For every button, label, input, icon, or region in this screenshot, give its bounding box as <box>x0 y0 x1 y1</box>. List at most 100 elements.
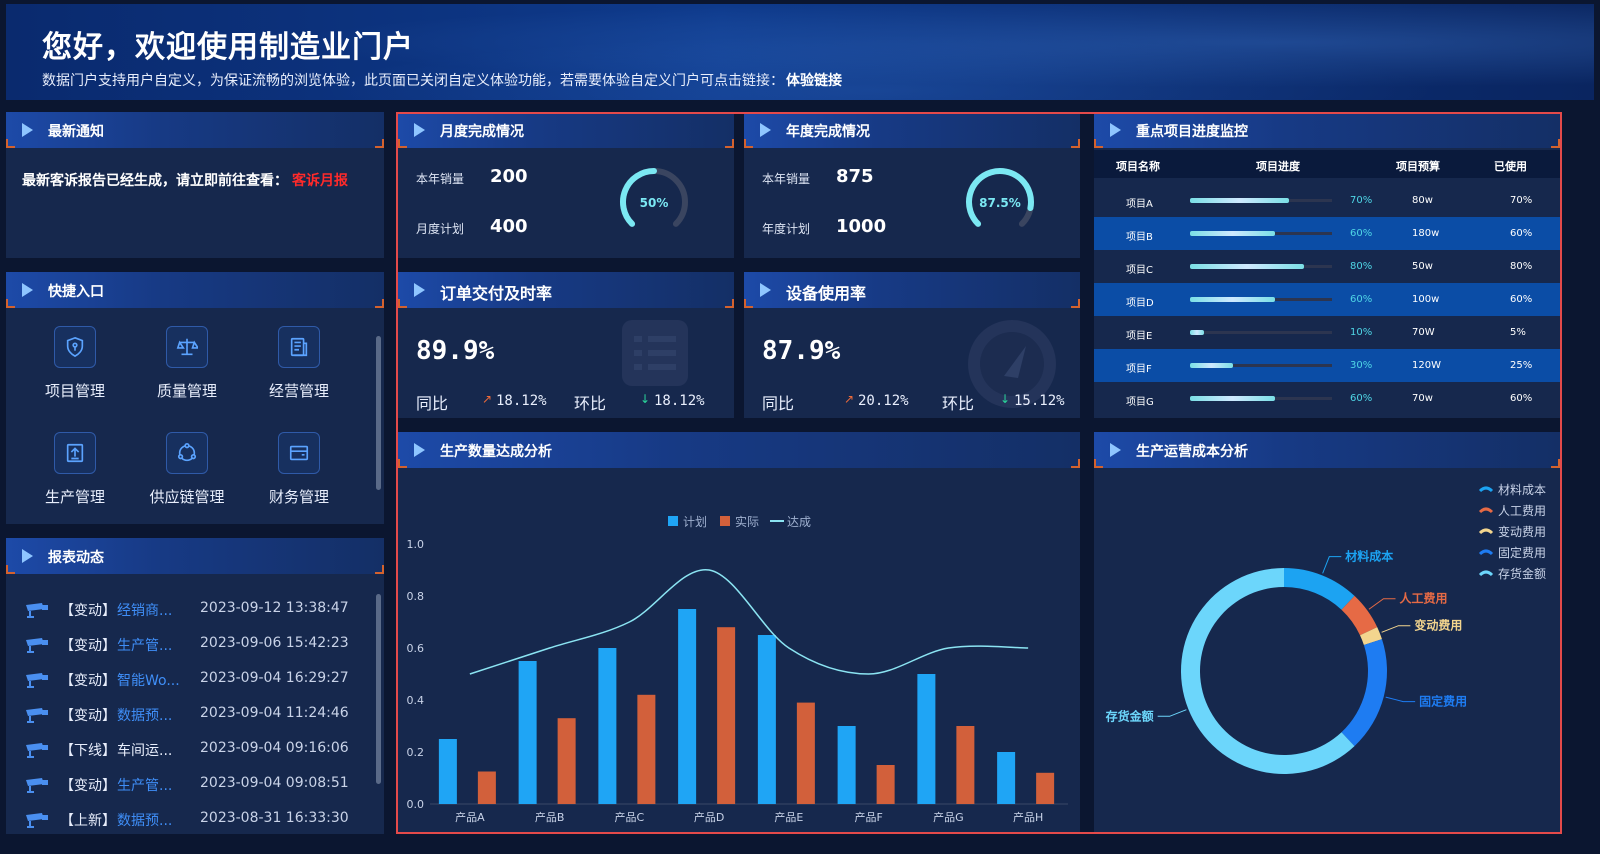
report-name-link[interactable]: 车间运... <box>117 743 173 759</box>
notice-panel: 最新通知 最新客诉报告已经生成，请立即前往查看： 客诉月报 <box>6 112 384 258</box>
panel-header: 生产数量达成分析 <box>398 432 1080 468</box>
report-name-link[interactable]: 经销商... <box>117 603 173 619</box>
project-name: 项目F <box>1126 364 1152 375</box>
quick-entry-quality[interactable]: 质量管理 <box>132 326 242 401</box>
monthly-plan-value: 400 <box>490 216 528 237</box>
play-icon <box>1110 123 1121 137</box>
y-tick-label: 0.4 <box>407 694 425 707</box>
progress-bar <box>1190 330 1332 335</box>
progress-fill <box>1190 396 1276 401</box>
project-used: 70% <box>1510 195 1533 206</box>
callout-label: 固定费用 <box>1419 694 1467 709</box>
callout-label: 人工费用 <box>1400 591 1448 606</box>
production-chart: 计划 实际 达成 0.0 0.2 0.4 0.6 0.8 1.0 产品A 产品B 产品C 产品D 产品E 产… <box>407 514 1068 824</box>
x-tick-label: 产品D <box>694 810 724 824</box>
panel-title: 生产运营成本分析 <box>1136 444 1248 460</box>
report-name-link[interactable]: 智能Wo... <box>117 673 180 689</box>
legend-label: 存货金额 <box>1498 566 1546 581</box>
shield-keyhole-icon <box>54 326 96 368</box>
quick-entry-label: 项目管理 <box>44 382 105 400</box>
mom-label: 环比 <box>574 394 607 413</box>
arrow-up-icon: ↗ <box>844 392 855 406</box>
donut-slice <box>1341 639 1387 747</box>
yearly-completion-panel: 年度完成情况 本年销量 875 年度计划 1000 87.5% <box>744 112 1080 258</box>
report-list-scrollbar[interactable] <box>376 594 381 784</box>
quick-entry-business[interactable]: 经营管理 <box>244 326 354 401</box>
project-used: 25% <box>1510 360 1533 371</box>
wallet-icon <box>278 432 320 474</box>
progress-bar <box>1190 396 1332 401</box>
gauge-fill <box>966 168 1034 227</box>
progress-fill <box>1190 297 1276 302</box>
bar-actual <box>717 627 736 804</box>
report-name-link[interactable]: 数据预... <box>117 813 173 829</box>
experience-link[interactable]: 体验链接 <box>786 73 842 89</box>
progress-bar <box>1190 297 1332 302</box>
report-type: 【变动】 <box>60 778 116 794</box>
yoy-value: 20.12% <box>858 393 909 409</box>
callout-line <box>1385 696 1416 703</box>
y-tick-label: 1.0 <box>407 538 425 551</box>
quick-entry-supply-chain[interactable]: 供应链管理 <box>132 432 242 507</box>
legend-label: 计划 <box>683 515 707 529</box>
project-name: 项目E <box>1126 331 1153 342</box>
monthly-plan-label: 月度计划 <box>416 222 465 236</box>
gauge-fill <box>620 168 657 227</box>
panel-title: 最新通知 <box>48 124 104 140</box>
report-name-link[interactable]: 生产管... <box>117 638 173 654</box>
report-name-link[interactable]: 生产管... <box>117 778 173 794</box>
project-budget: 80w <box>1412 195 1433 206</box>
progress-bar <box>1190 198 1332 203</box>
bar-plan <box>837 726 856 804</box>
project-name: 项目A <box>1126 199 1153 210</box>
progress-bar <box>1190 231 1332 236</box>
panel-title: 重点项目进度监控 <box>1136 124 1248 140</box>
progress-percent: 70% <box>1350 195 1373 206</box>
annual-sales-value: 875 <box>836 166 874 187</box>
panel-header: 快捷入口 <box>6 272 384 308</box>
progress-fill <box>1190 198 1290 203</box>
bar-actual <box>956 726 975 804</box>
project-budget: 120W <box>1412 360 1441 371</box>
column-header-used: 已使用 <box>1494 160 1527 173</box>
arrow-up-icon: ↗ <box>482 392 493 406</box>
bar-actual <box>477 771 496 804</box>
quick-entry-production[interactable]: 生产管理 <box>20 432 130 507</box>
bar-plan <box>997 752 1016 804</box>
quick-entry-project[interactable]: 项目管理 <box>20 326 130 401</box>
quick-entry-finance[interactable]: 财务管理 <box>244 432 354 507</box>
donut-slice <box>1284 568 1355 610</box>
report-name-link[interactable]: 数据预... <box>117 708 173 724</box>
project-budget: 70W <box>1412 327 1435 338</box>
play-icon <box>414 283 425 297</box>
x-tick-label: 产品E <box>774 810 803 824</box>
quick-entry-scrollbar[interactable] <box>376 336 381 490</box>
y-tick-label: 0.6 <box>407 642 425 655</box>
table-row: 项目G 60% 70w 60% <box>1094 382 1560 415</box>
cost-analysis-panel: 生产运营成本分析 材料成本 人工费用 变动费用 固定费用 存货金额 材料成本 人工费用 变动费… <box>1094 432 1560 832</box>
bar-actual <box>637 694 656 804</box>
bar-actual <box>876 765 895 804</box>
progress-fill <box>1190 264 1304 269</box>
report-type: 【变动】 <box>60 673 116 689</box>
bar-actual <box>1036 772 1055 804</box>
project-used: 60% <box>1510 228 1533 239</box>
legend-swatch <box>1478 528 1494 535</box>
x-tick-label: 产品B <box>535 810 565 824</box>
complaint-report-link[interactable]: 客诉月报 <box>292 173 348 189</box>
play-icon <box>414 123 425 137</box>
donut-slice <box>1341 595 1378 636</box>
report-timestamp: 2023-09-04 16:29:27 <box>200 670 349 686</box>
table-row: 项目F 30% 120W 25% <box>1094 349 1560 382</box>
mom-value: 18.12% <box>654 393 705 409</box>
yoy-label: 同比 <box>762 394 795 413</box>
quick-entry-label: 财务管理 <box>268 488 329 506</box>
panel-header: 报表动态 <box>6 538 384 574</box>
list-card-icon <box>622 320 688 386</box>
report-type: 【上新】 <box>60 813 116 829</box>
equipment-usage-panel: 设备使用率 87.9% 同比 ↗ 20.12% 环比 ↓ 15.12% <box>744 272 1080 418</box>
project-used: 60% <box>1510 393 1533 404</box>
report-timestamp: 2023-09-04 09:16:06 <box>200 740 349 756</box>
x-tick-label: 产品A <box>455 810 485 824</box>
y-tick-label: 0.2 <box>407 746 425 759</box>
